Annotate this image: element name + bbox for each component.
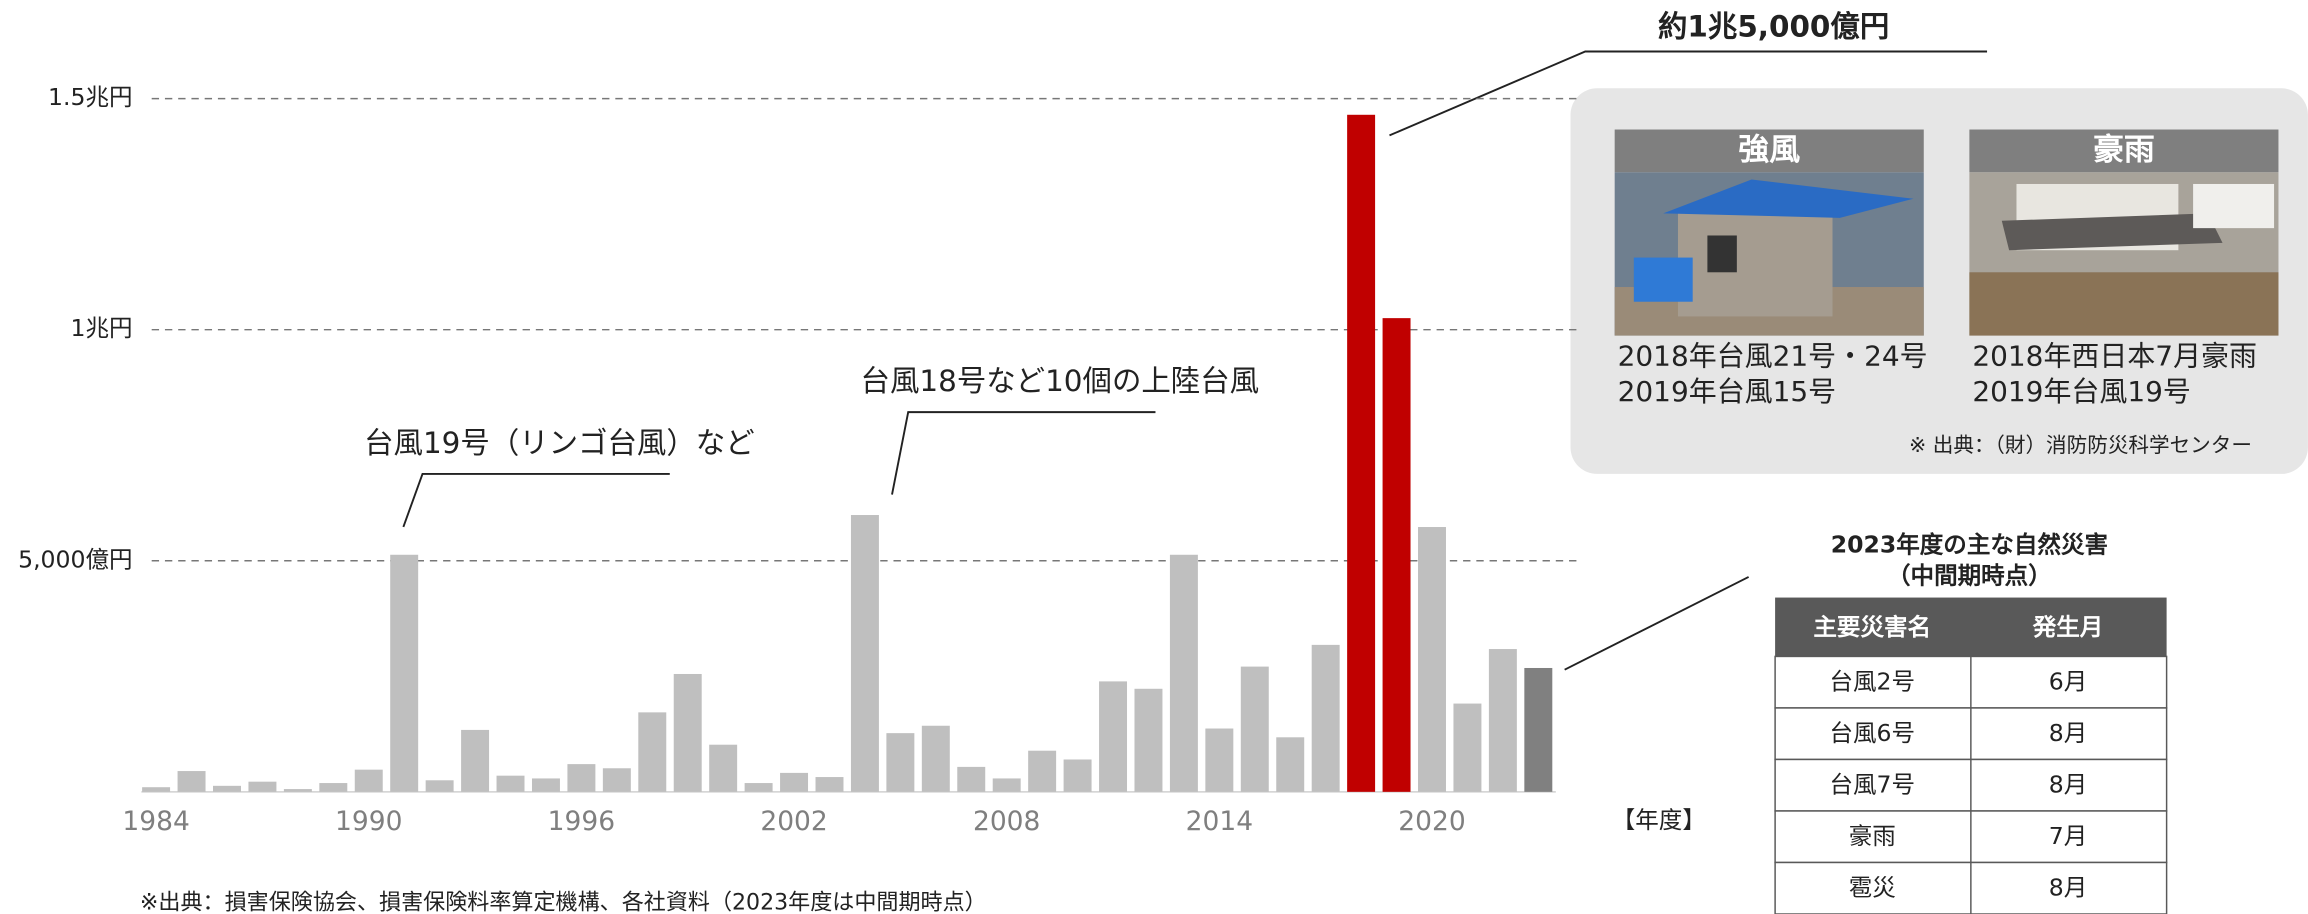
table-header-cell: 発生月: [2032, 613, 2104, 641]
bar: [850, 515, 879, 792]
table-cell: 8月: [2049, 770, 2088, 798]
bar: [886, 733, 915, 792]
x-tick-label: 1984: [122, 806, 189, 837]
bar: [142, 787, 171, 792]
bar: [638, 712, 667, 792]
y-tick-label: 5,000億円: [18, 545, 132, 573]
bar: [248, 781, 277, 792]
bar: [815, 777, 844, 792]
bar: [1347, 114, 1376, 792]
source: ※出典：損害保険協会、損害保険料率算定機構、各社資料（2023年度は中間期時点）: [140, 891, 987, 914]
bar: [1063, 759, 1092, 792]
card-header: [1969, 129, 2279, 173]
card-title: 豪雨: [2093, 132, 2155, 168]
bar: [780, 772, 809, 792]
bar: [1276, 737, 1305, 792]
x-tick-label: 2002: [760, 806, 827, 837]
y-tick-label: 1.5兆円: [48, 83, 133, 111]
bar: [354, 769, 383, 792]
bar: [425, 780, 454, 792]
bar: [1240, 666, 1269, 792]
bar: [1169, 554, 1198, 792]
bar: [213, 785, 241, 792]
card-header: [1614, 129, 1924, 173]
table-title: （中間期時点）: [1887, 561, 2052, 589]
bar: [177, 771, 206, 792]
table-cell: 8月: [2049, 719, 2088, 747]
bar: [1311, 644, 1340, 792]
table-cell: 8月: [2049, 873, 2088, 901]
bar: [390, 554, 419, 792]
bar: [1488, 649, 1517, 792]
table-header: [1775, 597, 2167, 657]
table-cell: 6月: [2049, 667, 2088, 695]
card-caption: 2018年西日本7月豪雨: [1972, 340, 2257, 373]
card-caption: 2019年台風15号: [1618, 375, 1837, 408]
bar: [1134, 688, 1163, 792]
card-title: 強風: [1738, 132, 1800, 168]
bar: [461, 729, 490, 792]
table-title: 2023年度の主な自然災害: [1831, 531, 2108, 559]
bar: [567, 764, 596, 792]
photo: [1969, 172, 2279, 336]
bar: [1524, 667, 1553, 792]
annotation: 台風19号（リンゴ台風）など: [364, 426, 755, 460]
bar: [921, 725, 950, 792]
bar: [1028, 750, 1057, 792]
x-tick-label: 1996: [548, 806, 615, 837]
bar: [744, 783, 773, 792]
table-cell: 台風7号: [1829, 770, 1915, 798]
table-cell: 台風2号: [1829, 667, 1915, 695]
bar: [709, 744, 738, 792]
card-caption: 2018年台風21号・24号: [1618, 340, 1928, 373]
bar: [283, 789, 312, 792]
table-cell: 台風6号: [1829, 719, 1915, 747]
panel-source: ※ 出典：（財）消防防災科学センター: [1909, 433, 2252, 457]
bar: [1205, 728, 1234, 792]
x-tick-label: 2020: [1398, 806, 1465, 837]
table-cell: 豪雨: [1849, 822, 1896, 850]
bar: [1453, 703, 1482, 792]
table-cell: 雹災: [1849, 873, 1896, 901]
bar: [1382, 318, 1411, 792]
table-cell: 7月: [2049, 822, 2088, 850]
x-tick-label: 1990: [335, 806, 402, 837]
bar: [992, 778, 1021, 792]
annotation: 台風18号など10個の上陸台風: [861, 364, 1260, 398]
card-caption: 2019年台風19号: [1972, 375, 2191, 408]
photo: [1614, 172, 1924, 336]
x-tick-label: 2008: [973, 806, 1040, 837]
bar: [531, 778, 560, 792]
bar: [1099, 681, 1128, 792]
bar: [673, 673, 702, 792]
leader-lines: [402, 50, 1988, 671]
table-header-cell: 主要災害名: [1813, 613, 1931, 641]
y-tick-label: 1兆円: [71, 314, 133, 342]
x-tick-label: 2014: [1186, 806, 1253, 837]
bar: [1418, 527, 1446, 792]
bar: [602, 768, 631, 792]
x-unit: 【年度】: [1612, 806, 1706, 834]
bar: [496, 775, 525, 792]
bar: [319, 783, 348, 792]
bar: [957, 766, 986, 792]
annotation: 約1兆5,000億円: [1658, 9, 1889, 43]
